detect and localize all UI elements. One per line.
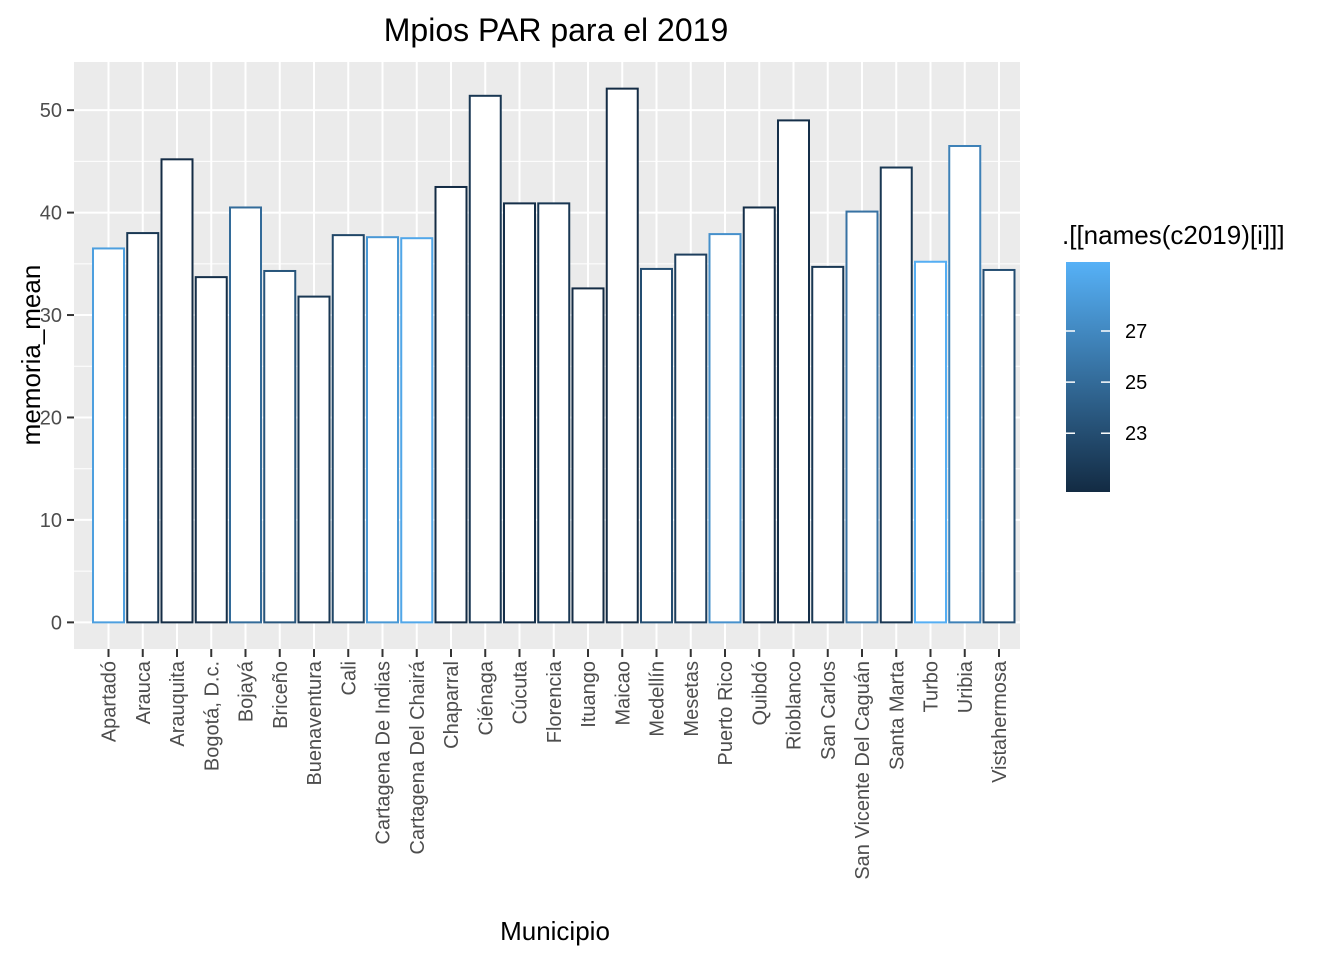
bar — [914, 260, 947, 624]
x-axis: Apartadó Arauca Arauquita Bogotá, D.c. Bojay… — [99, 649, 1011, 880]
bar — [811, 265, 845, 624]
y-tick-label: 30 — [40, 305, 62, 327]
bar — [126, 232, 160, 624]
x-tick-label: Mesetas — [681, 661, 703, 737]
x-tick-label: Quibdó — [749, 661, 771, 726]
legend-ticks: 23 25 27 — [1066, 321, 1147, 445]
x-tick-label: Cúcuta — [510, 660, 532, 724]
legend-colorbar — [1066, 262, 1110, 492]
color-legend: .[[names(c2019)[i]]] 23 25 27 — [1062, 220, 1285, 492]
bar — [263, 269, 297, 624]
bar — [845, 210, 879, 624]
bar — [160, 158, 194, 624]
legend-tick-label: 23 — [1125, 423, 1147, 445]
bar — [503, 202, 536, 624]
bar — [742, 206, 776, 624]
bar — [640, 267, 673, 624]
bar — [331, 234, 365, 624]
bar — [879, 166, 913, 624]
x-tick-label: Briceño — [270, 661, 292, 729]
bar — [948, 145, 982, 624]
y-tick-label: 0 — [51, 612, 62, 634]
x-tick-label: Maicao — [612, 661, 634, 725]
x-tick-label: Santa Marta — [886, 660, 908, 770]
x-axis-title: Municipio — [500, 916, 610, 946]
x-tick-label: Uribia — [955, 660, 977, 713]
x-tick-label: Ciénaga — [475, 660, 497, 735]
x-tick-label: Cartagena De Indias — [373, 661, 395, 844]
x-tick-label: Apartadó — [99, 661, 121, 742]
bar — [366, 236, 399, 624]
x-tick-label: Turbo — [921, 661, 943, 713]
bar — [777, 119, 810, 624]
bar — [194, 276, 228, 624]
bar — [605, 87, 639, 624]
x-tick-label: Medellín — [647, 661, 669, 737]
bar — [674, 253, 708, 624]
y-tick-label: 10 — [40, 510, 62, 532]
legend-title: .[[names(c2019)[i]]] — [1062, 220, 1285, 250]
bar — [229, 206, 262, 624]
legend-tick-label: 25 — [1125, 372, 1147, 394]
bar — [468, 94, 502, 624]
x-tick-label: Vistahermosa — [989, 660, 1011, 783]
x-tick-label: Florencia — [544, 660, 566, 743]
y-tick-label: 50 — [40, 100, 62, 122]
x-tick-label: Cali — [338, 661, 360, 695]
x-tick-label: San Vicente Del Caguán — [852, 661, 874, 880]
y-tick-label: 40 — [40, 203, 62, 225]
x-tick-label: Cartagena Del Chairá — [407, 660, 429, 854]
x-tick-label: Bojayá — [236, 660, 258, 722]
x-tick-label: Arauca — [133, 660, 155, 724]
bar — [297, 295, 331, 624]
x-tick-label: Bogotá, D.c. — [201, 661, 223, 771]
x-tick-label: Arauquita — [167, 660, 189, 746]
bar — [537, 202, 571, 624]
chart-title: Mpios PAR para el 2019 — [384, 12, 728, 48]
x-tick-label: Buenaventura — [304, 660, 326, 785]
x-tick-label: San Carlos — [818, 661, 840, 760]
bar — [708, 233, 742, 624]
bar — [92, 247, 125, 624]
y-axis: 0 10 20 30 40 50 — [40, 100, 74, 634]
x-tick-label: Chaparral — [441, 661, 463, 749]
y-tick-label: 20 — [40, 407, 62, 429]
bar — [982, 268, 1016, 624]
x-tick-label: Ituango — [578, 661, 600, 728]
bar — [434, 185, 468, 624]
bars — [92, 87, 1016, 624]
bar — [571, 287, 605, 624]
x-tick-label: Puerto Rico — [715, 661, 737, 766]
legend-tick-label: 27 — [1125, 321, 1147, 343]
x-tick-label: Rioblanco — [784, 661, 806, 750]
bar — [400, 237, 434, 624]
y-axis-title: memoria_mean — [16, 265, 46, 446]
